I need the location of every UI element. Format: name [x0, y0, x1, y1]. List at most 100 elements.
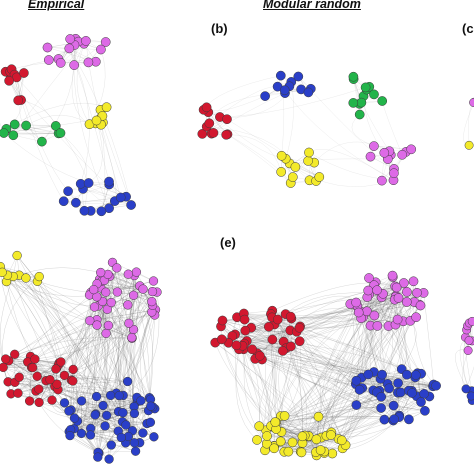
- network-node-red: [34, 397, 44, 408]
- network-node-magenta: [406, 144, 417, 155]
- network-edge: [226, 119, 320, 178]
- network-node-magenta: [89, 284, 99, 295]
- network-edge: [104, 395, 120, 427]
- network-node-magenta: [402, 287, 412, 297]
- network-edge: [96, 396, 123, 422]
- network-node-yellow: [34, 271, 44, 282]
- network-edge: [17, 380, 73, 394]
- network-node-magenta: [365, 151, 376, 162]
- network-node-red: [216, 334, 227, 345]
- network-edge: [284, 90, 394, 181]
- network-edge: [219, 87, 366, 118]
- network-edge: [320, 392, 399, 451]
- network-edge: [19, 376, 91, 429]
- network-edge: [353, 79, 390, 152]
- network-edge: [215, 342, 332, 433]
- network-edge: [377, 299, 395, 327]
- network-node-magenta: [364, 273, 374, 283]
- network-edge: [357, 299, 395, 307]
- network-edge: [96, 120, 117, 202]
- network-node-red: [208, 128, 219, 138]
- network-node-blue: [122, 376, 133, 387]
- network-node-magenta: [112, 287, 122, 297]
- network-node-blue: [96, 206, 107, 217]
- network-node-red: [56, 357, 66, 367]
- network-node-red: [255, 350, 265, 361]
- network-edge: [57, 291, 153, 390]
- network-edge: [265, 382, 399, 431]
- network-edge: [381, 407, 425, 412]
- network-node-yellow: [287, 172, 298, 182]
- network-node-blue: [93, 452, 103, 462]
- network-edge: [308, 158, 388, 161]
- network-node-blue: [76, 428, 87, 439]
- network-node-green: [377, 96, 388, 106]
- network-edge: [242, 345, 309, 437]
- network-edge: [39, 276, 78, 422]
- network-node-magenta: [392, 314, 403, 325]
- network-edge: [45, 285, 140, 381]
- network-edge: [251, 327, 300, 342]
- network-edge: [271, 317, 346, 446]
- network-edge: [243, 313, 283, 352]
- network-node-green: [348, 98, 359, 108]
- network-edge: [257, 331, 297, 354]
- network-edge: [357, 295, 396, 307]
- network-edge: [7, 296, 97, 382]
- network-edge: [9, 80, 121, 198]
- network-edge: [14, 354, 39, 390]
- network-edge: [308, 407, 382, 437]
- network-node-blue: [106, 440, 116, 450]
- network-edge: [100, 285, 140, 289]
- network-edge: [116, 267, 129, 305]
- network-node-blue: [129, 408, 140, 419]
- network-edge: [73, 291, 153, 370]
- network-edge: [69, 48, 110, 182]
- network-node-magenta: [363, 285, 374, 296]
- network-edge: [355, 383, 425, 412]
- column-title-modular-random: Modular random: [263, 0, 361, 11]
- network-edge: [64, 375, 138, 398]
- network-node-yellow: [252, 435, 262, 445]
- panel-label-c: (c: [462, 21, 474, 36]
- network-edge: [11, 69, 64, 202]
- network-node-blue: [146, 401, 156, 411]
- network-node-blue: [115, 192, 126, 203]
- network-node-green: [0, 128, 9, 138]
- network-edge: [14, 124, 42, 142]
- network-node-blue: [354, 384, 365, 395]
- network-edge: [19, 377, 75, 419]
- network-node-magenta: [397, 149, 408, 160]
- network-edge: [243, 313, 402, 370]
- network-node-green: [354, 109, 365, 120]
- network-edge: [259, 355, 394, 421]
- network-edge: [369, 286, 396, 393]
- network-node-yellow: [287, 437, 298, 448]
- network-node-yellow: [21, 273, 31, 283]
- network-edge: [29, 386, 55, 402]
- network-node-blue: [69, 413, 80, 423]
- network-edge: [6, 128, 61, 134]
- network-node-magenta: [85, 316, 95, 326]
- network-edge: [221, 339, 303, 444]
- network-edge: [220, 326, 277, 430]
- network-edge: [274, 445, 343, 449]
- network-node-magenta: [81, 36, 91, 46]
- network-edge: [468, 102, 474, 146]
- network-edge: [16, 77, 89, 184]
- network-edge: [299, 296, 396, 329]
- network-node-red: [51, 364, 61, 374]
- network-edge: [280, 441, 316, 453]
- network-edge: [71, 65, 90, 125]
- network-edge: [321, 295, 397, 438]
- network-edge: [376, 293, 394, 393]
- network-edge: [13, 132, 61, 136]
- network-node-magenta: [100, 37, 111, 47]
- network-node-green: [8, 130, 19, 141]
- network-node-blue: [58, 196, 69, 207]
- network-node-blue: [384, 383, 394, 394]
- network-edge: [274, 295, 396, 424]
- network-edge: [96, 324, 132, 339]
- network-edge: [127, 304, 151, 400]
